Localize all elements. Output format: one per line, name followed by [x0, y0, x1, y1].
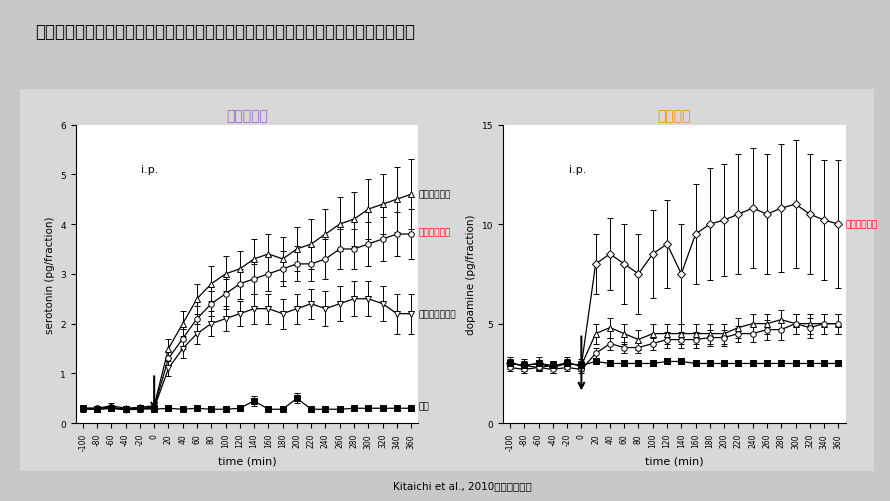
Text: i.p.: i.p. — [142, 165, 158, 175]
Text: Kitaichi et al., 2010より引用作成: Kitaichi et al., 2010より引用作成 — [393, 480, 532, 490]
X-axis label: time (min): time (min) — [218, 456, 276, 466]
Y-axis label: dopamine (pg/fraction): dopamine (pg/fraction) — [466, 214, 476, 335]
Title: ドパミン: ドパミン — [658, 109, 691, 123]
X-axis label: time (min): time (min) — [645, 456, 703, 466]
Text: セルトラリンによる側坐核における細胞外セロトニン・ドパミン量の変化（ラット）: セルトラリンによる側坐核における細胞外セロトニン・ドパミン量の変化（ラット） — [36, 23, 416, 41]
Text: セルトラリン: セルトラリン — [418, 227, 450, 236]
Title: セロトニン: セロトニン — [226, 109, 268, 123]
Y-axis label: serotonin (pg/fraction): serotonin (pg/fraction) — [44, 215, 54, 333]
Text: パロキセチン: パロキセチン — [418, 190, 450, 199]
Text: フルボキサミン: フルボキサミン — [418, 310, 456, 319]
Text: 溶媒: 溶媒 — [418, 401, 429, 410]
Text: i.p.: i.p. — [569, 165, 586, 175]
Text: セルトラリン: セルトラリン — [846, 220, 878, 229]
